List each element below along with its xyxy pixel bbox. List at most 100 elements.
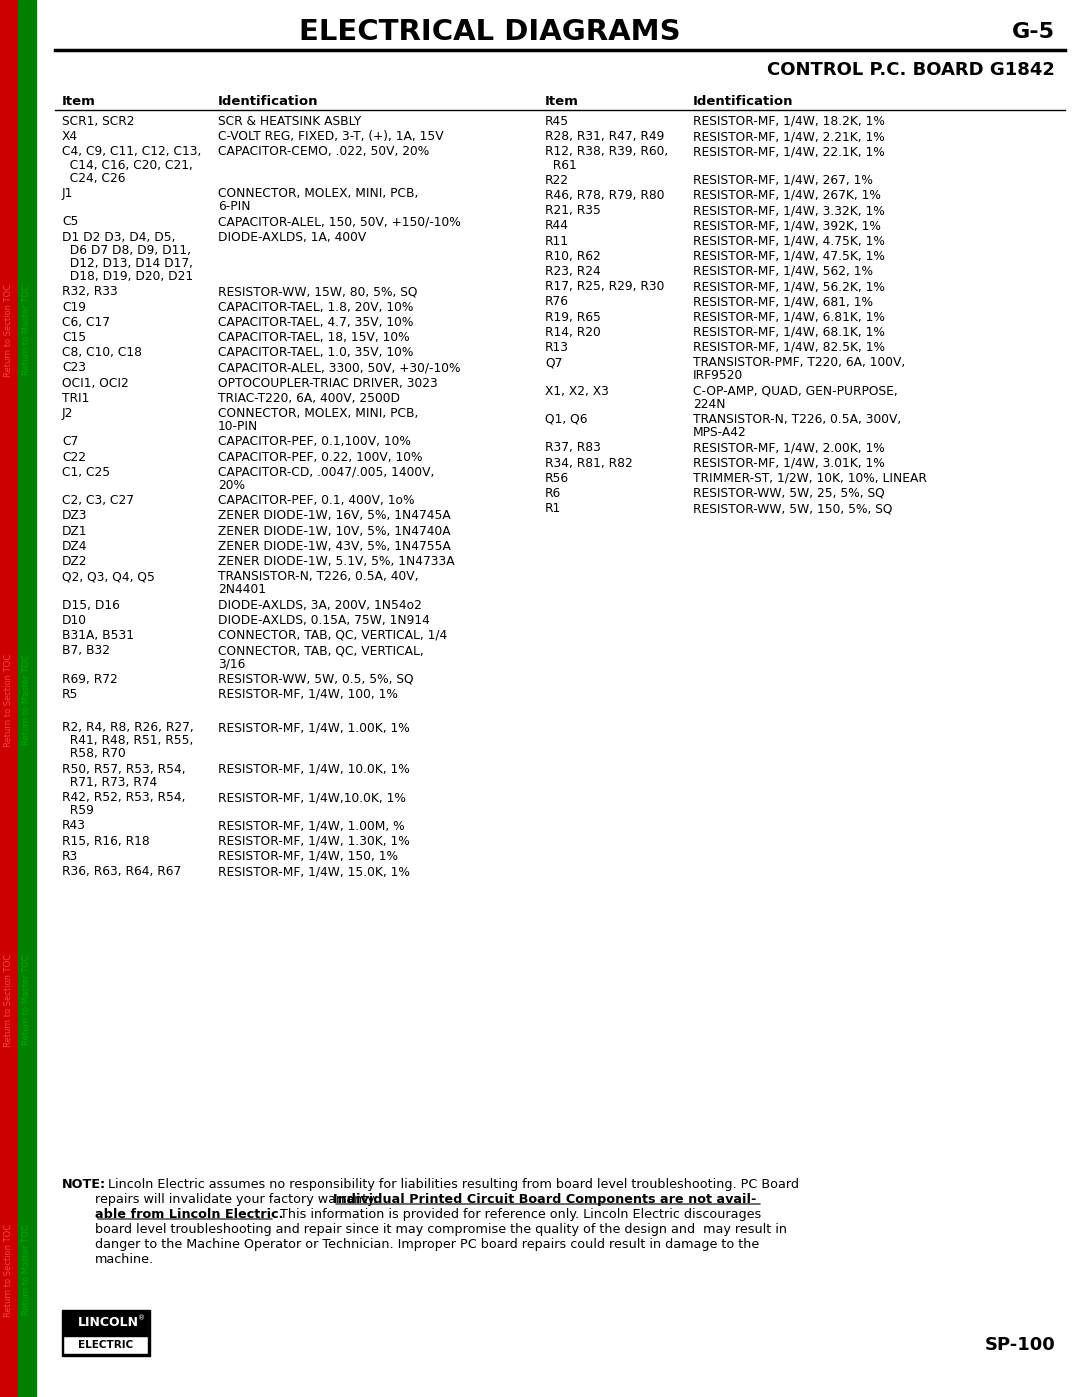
Text: SCR1, SCR2: SCR1, SCR2 [62, 115, 135, 129]
Text: R42, R52, R53, R54,: R42, R52, R53, R54, [62, 791, 186, 805]
Text: DZ1: DZ1 [62, 525, 87, 538]
Text: CAPACITOR-PEF, 0.1, 400V, 1o%: CAPACITOR-PEF, 0.1, 400V, 1o% [218, 495, 415, 507]
Text: ZENER DIODE-1W, 43V, 5%, 1N4755A: ZENER DIODE-1W, 43V, 5%, 1N4755A [218, 539, 450, 553]
Text: LINCOLN: LINCOLN [78, 1316, 138, 1329]
Text: ELECTRIC: ELECTRIC [79, 1341, 134, 1351]
Text: CAPACITOR-CD, .0047/.005, 1400V,: CAPACITOR-CD, .0047/.005, 1400V, [218, 465, 434, 479]
Text: R58, R70: R58, R70 [62, 747, 125, 760]
Text: R1: R1 [545, 502, 562, 515]
Text: B7, B32: B7, B32 [62, 644, 110, 657]
Text: RESISTOR-MF, 1/4W, 2.00K, 1%: RESISTOR-MF, 1/4W, 2.00K, 1% [693, 441, 885, 454]
Text: CAPACITOR-TAEL, 4.7, 35V, 10%: CAPACITOR-TAEL, 4.7, 35V, 10% [218, 316, 414, 328]
Text: D6 D7 D8, D9, D11,: D6 D7 D8, D9, D11, [62, 244, 191, 257]
Text: 3/16: 3/16 [218, 658, 245, 671]
Text: C19: C19 [62, 300, 86, 313]
Text: R2, R4, R8, R26, R27,: R2, R4, R8, R26, R27, [62, 721, 193, 733]
Text: Lincoln Electric assumes no responsibility for liabilities resulting from board : Lincoln Electric assumes no responsibili… [104, 1178, 799, 1192]
Text: TRIMMER-ST, 1/2W, 10K, 10%, LINEAR: TRIMMER-ST, 1/2W, 10K, 10%, LINEAR [693, 472, 927, 485]
Text: DIODE-AXLDS, 3A, 200V, 1N54o2: DIODE-AXLDS, 3A, 200V, 1N54o2 [218, 598, 422, 612]
Text: RESISTOR-MF, 1/4W,10.0K, 1%: RESISTOR-MF, 1/4W,10.0K, 1% [218, 791, 406, 805]
Text: Return to Master TOC: Return to Master TOC [23, 285, 31, 376]
Text: RESISTOR-MF, 1/4W, 56.2K, 1%: RESISTOR-MF, 1/4W, 56.2K, 1% [693, 281, 885, 293]
Text: 2N4401: 2N4401 [218, 584, 266, 597]
Text: RESISTOR-MF, 1/4W, 3.32K, 1%: RESISTOR-MF, 1/4W, 3.32K, 1% [693, 204, 885, 217]
Text: C1, C25: C1, C25 [62, 465, 110, 479]
Text: SCR & HEATSINK ASBLY: SCR & HEATSINK ASBLY [218, 115, 361, 129]
Text: RESISTOR-WW, 5W, 0.5, 5%, SQ: RESISTOR-WW, 5W, 0.5, 5%, SQ [218, 672, 414, 686]
Text: R19, R65: R19, R65 [545, 310, 600, 324]
Text: MPS-A42: MPS-A42 [693, 426, 746, 439]
Text: Return to Master TOC: Return to Master TOC [23, 655, 31, 746]
Text: Return to Master TOC: Return to Master TOC [23, 1225, 31, 1316]
Bar [18, 0, 36, 1397]
Text: R23, R24: R23, R24 [545, 265, 600, 278]
Text: Return to Section TOC: Return to Section TOC [4, 1224, 14, 1316]
Text: C24, C26: C24, C26 [62, 172, 125, 184]
Text: R59: R59 [62, 805, 94, 817]
Text: 224N: 224N [693, 398, 726, 411]
Text: machine.: machine. [95, 1253, 154, 1266]
Text: CONNECTOR, TAB, QC, VERTICAL,: CONNECTOR, TAB, QC, VERTICAL, [218, 644, 423, 657]
Text: ELECTRICAL DIAGRAMS: ELECTRICAL DIAGRAMS [299, 18, 680, 46]
Text: DZ4: DZ4 [62, 539, 87, 553]
Text: R3: R3 [62, 849, 78, 863]
Text: D10: D10 [62, 613, 87, 627]
Text: able from Lincoln Electric.: able from Lincoln Electric. [95, 1208, 283, 1221]
Text: D12, D13, D14 D17,: D12, D13, D14 D17, [62, 257, 193, 270]
Text: R10, R62: R10, R62 [545, 250, 600, 263]
Text: C7: C7 [62, 436, 78, 448]
Text: R21, R35: R21, R35 [545, 204, 600, 217]
Text: SP-100: SP-100 [984, 1336, 1055, 1354]
Text: RESISTOR-MF, 1/4W, 150, 1%: RESISTOR-MF, 1/4W, 150, 1% [218, 849, 399, 863]
Text: RESISTOR-WW, 5W, 25, 5%, SQ: RESISTOR-WW, 5W, 25, 5%, SQ [693, 488, 885, 500]
Text: CONNECTOR, MOLEX, MINI, PCB,: CONNECTOR, MOLEX, MINI, PCB, [218, 187, 418, 200]
Bar [62, 1310, 150, 1356]
Text: 6-PIN: 6-PIN [218, 200, 251, 214]
Text: J2: J2 [62, 407, 73, 420]
Text: X1, X2, X3: X1, X2, X3 [545, 384, 609, 398]
Text: Return to Master TOC: Return to Master TOC [23, 954, 31, 1045]
Text: D18, D19, D20, D21: D18, D19, D20, D21 [62, 270, 193, 284]
Text: IRF9520: IRF9520 [693, 369, 743, 383]
Text: TRANSISTOR-PMF, T220, 6A, 100V,: TRANSISTOR-PMF, T220, 6A, 100V, [693, 356, 905, 369]
Text: RESISTOR-WW, 15W, 80, 5%, SQ: RESISTOR-WW, 15W, 80, 5%, SQ [218, 285, 418, 299]
Text: TRANSISTOR-N, T226, 0.5A, 40V,: TRANSISTOR-N, T226, 0.5A, 40V, [218, 570, 419, 583]
Bar [64, 1337, 148, 1354]
Text: ®: ® [138, 1315, 146, 1322]
Text: R44: R44 [545, 219, 569, 232]
Text: This information is provided for reference only. Lincoln Electric discourages: This information is provided for referen… [276, 1208, 761, 1221]
Text: Individual Printed Circuit Board Components are not avail-: Individual Printed Circuit Board Compone… [333, 1193, 756, 1206]
Text: R69, R72: R69, R72 [62, 672, 118, 686]
Text: C22: C22 [62, 451, 86, 464]
Text: RESISTOR-MF, 1/4W, 10.0K, 1%: RESISTOR-MF, 1/4W, 10.0K, 1% [218, 763, 409, 775]
Text: R28, R31, R47, R49: R28, R31, R47, R49 [545, 130, 664, 144]
Text: CAPACITOR-ALEL, 150, 50V, +150/-10%: CAPACITOR-ALEL, 150, 50V, +150/-10% [218, 215, 461, 228]
Text: RESISTOR-MF, 1/4W, 47.5K, 1%: RESISTOR-MF, 1/4W, 47.5K, 1% [693, 250, 885, 263]
Text: TRIAC-T220, 6A, 400V, 2500D: TRIAC-T220, 6A, 400V, 2500D [218, 391, 400, 405]
Text: repairs will invalidate your factory warranty.: repairs will invalidate your factory war… [95, 1193, 381, 1206]
Text: CONNECTOR, MOLEX, MINI, PCB,: CONNECTOR, MOLEX, MINI, PCB, [218, 407, 418, 420]
Text: C-VOLT REG, FIXED, 3-T, (+), 1A, 15V: C-VOLT REG, FIXED, 3-T, (+), 1A, 15V [218, 130, 444, 144]
Text: OCI1, OCI2: OCI1, OCI2 [62, 377, 129, 390]
Text: R46, R78, R79, R80: R46, R78, R79, R80 [545, 189, 664, 203]
Text: 10-PIN: 10-PIN [218, 420, 258, 433]
Text: Return to Section TOC: Return to Section TOC [4, 953, 14, 1046]
Text: Q1, Q6: Q1, Q6 [545, 414, 588, 426]
Text: CAPACITOR-CEMO, .022, 50V, 20%: CAPACITOR-CEMO, .022, 50V, 20% [218, 145, 429, 158]
Text: RESISTOR-MF, 1/4W, 562, 1%: RESISTOR-MF, 1/4W, 562, 1% [693, 265, 873, 278]
Text: R22: R22 [545, 173, 569, 187]
Text: RESISTOR-MF, 1/4W, 681, 1%: RESISTOR-MF, 1/4W, 681, 1% [693, 295, 873, 309]
Text: ZENER DIODE-1W, 16V, 5%, 1N4745A: ZENER DIODE-1W, 16V, 5%, 1N4745A [218, 510, 450, 522]
Text: Item: Item [62, 95, 96, 108]
Text: CAPACITOR-PEF, 0.22, 100V, 10%: CAPACITOR-PEF, 0.22, 100V, 10% [218, 451, 422, 464]
Text: RESISTOR-MF, 1/4W, 267K, 1%: RESISTOR-MF, 1/4W, 267K, 1% [693, 189, 881, 203]
Text: CAPACITOR-TAEL, 18, 15V, 10%: CAPACITOR-TAEL, 18, 15V, 10% [218, 331, 409, 344]
Text: DZ2: DZ2 [62, 555, 87, 569]
Text: RESISTOR-MF, 1/4W, 392K, 1%: RESISTOR-MF, 1/4W, 392K, 1% [693, 219, 881, 232]
Text: RESISTOR-WW, 5W, 150, 5%, SQ: RESISTOR-WW, 5W, 150, 5%, SQ [693, 502, 892, 515]
Text: RESISTOR-MF, 1/4W, 3.01K, 1%: RESISTOR-MF, 1/4W, 3.01K, 1% [693, 457, 885, 469]
Text: RESISTOR-MF, 1/4W, 2.21K, 1%: RESISTOR-MF, 1/4W, 2.21K, 1% [693, 130, 885, 144]
Text: ZENER DIODE-1W, 5.1V, 5%, 1N4733A: ZENER DIODE-1W, 5.1V, 5%, 1N4733A [218, 555, 455, 569]
Text: R43: R43 [62, 820, 86, 833]
Text: TRANSISTOR-N, T226, 0.5A, 300V,: TRANSISTOR-N, T226, 0.5A, 300V, [693, 414, 901, 426]
